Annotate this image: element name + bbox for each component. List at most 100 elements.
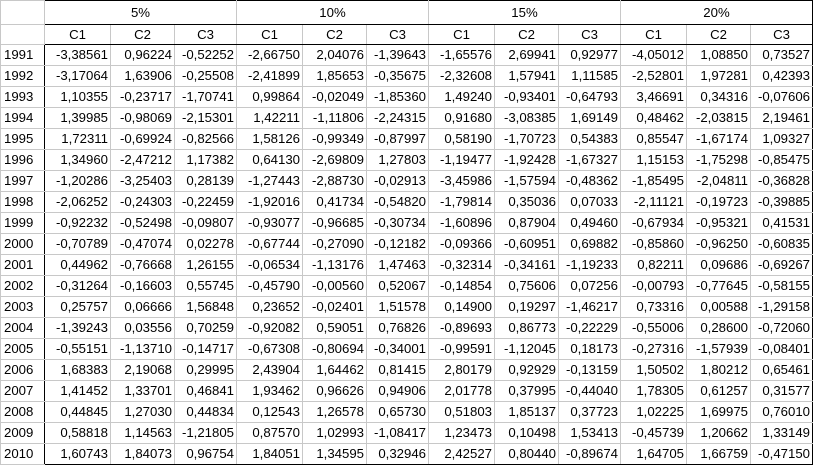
value-cell: 0,58818 xyxy=(44,422,111,444)
value-cell: 1,14563 xyxy=(110,422,175,444)
value-cell: 0,37995 xyxy=(494,380,559,402)
group-header-5pct: 5% xyxy=(44,0,237,25)
column-header: C2 xyxy=(494,24,559,45)
value-cell: 1,69975 xyxy=(686,401,751,423)
value-cell: 1,02993 xyxy=(302,422,367,444)
value-cell: 0,96224 xyxy=(110,44,175,66)
value-cell: -0,55151 xyxy=(44,338,111,360)
value-cell: -3,45986 xyxy=(428,170,495,192)
value-cell: -0,27090 xyxy=(302,233,367,255)
value-cell: -0,14854 xyxy=(428,275,495,297)
value-cell: 0,46841 xyxy=(174,380,237,402)
value-cell: -1,19233 xyxy=(558,254,621,276)
year-cell: 2007 xyxy=(0,380,45,402)
value-cell: -0,02913 xyxy=(366,170,429,192)
value-cell: 0,42393 xyxy=(750,65,813,87)
value-cell: 1,68383 xyxy=(44,359,111,381)
value-cell: 2,69941 xyxy=(494,44,559,66)
value-cell: -1,29158 xyxy=(750,296,813,318)
year-cell: 1991 xyxy=(0,44,45,66)
value-cell: 2,43904 xyxy=(236,359,303,381)
year-cell: 2010 xyxy=(0,443,45,465)
value-cell: 0,58190 xyxy=(428,128,495,150)
value-cell: -0,13159 xyxy=(558,359,621,381)
value-cell: 1,57941 xyxy=(494,65,559,87)
value-cell: 2,42527 xyxy=(428,443,495,465)
value-cell: -0,09807 xyxy=(174,212,237,234)
value-cell: 1,72311 xyxy=(44,128,111,150)
value-cell: -0,52498 xyxy=(110,212,175,234)
value-cell: -0,27316 xyxy=(620,338,687,360)
value-cell: 0,92929 xyxy=(494,359,559,381)
value-cell: -0,52252 xyxy=(174,44,237,66)
value-cell: -1,75298 xyxy=(686,149,751,171)
value-cell: 1,27030 xyxy=(110,401,175,423)
year-cell: 2005 xyxy=(0,338,45,360)
value-cell: -0,31264 xyxy=(44,275,111,297)
value-cell: -2,41899 xyxy=(236,65,303,87)
value-cell: 1,08850 xyxy=(686,44,751,66)
value-cell: -1,67174 xyxy=(686,128,751,150)
value-cell: -0,99349 xyxy=(302,128,367,150)
value-cell: 0,87570 xyxy=(236,422,303,444)
value-cell: -0,85860 xyxy=(620,233,687,255)
value-cell: -0,02401 xyxy=(302,296,367,318)
value-cell: 0,85547 xyxy=(620,128,687,150)
value-cell: 0,86773 xyxy=(494,317,559,339)
value-cell: 0,73316 xyxy=(620,296,687,318)
value-cell: 0,03556 xyxy=(110,317,175,339)
value-cell: -0,70789 xyxy=(44,233,111,255)
value-cell: -0,00793 xyxy=(620,275,687,297)
value-cell: -4,05012 xyxy=(620,44,687,66)
value-cell: -0,76668 xyxy=(110,254,175,276)
value-cell: -1,13176 xyxy=(302,254,367,276)
value-cell: -1,92016 xyxy=(236,191,303,213)
value-cell: -0,69267 xyxy=(750,254,813,276)
value-cell: 0,44834 xyxy=(174,401,237,423)
value-cell: -0,08401 xyxy=(750,338,813,360)
value-cell: 1,85653 xyxy=(302,65,367,87)
value-cell: -0,00560 xyxy=(302,275,367,297)
value-cell: -1,39243 xyxy=(44,317,111,339)
value-cell: 0,44962 xyxy=(44,254,111,276)
value-cell: 0,76826 xyxy=(366,317,429,339)
value-cell: -0,47150 xyxy=(750,443,813,465)
value-cell: 0,96626 xyxy=(302,380,367,402)
value-cell: -0,34001 xyxy=(366,338,429,360)
value-cell: -0,22459 xyxy=(174,191,237,213)
value-cell: -0,45790 xyxy=(236,275,303,297)
column-header: C2 xyxy=(110,24,175,45)
value-cell: -2,04811 xyxy=(686,170,751,192)
year-cell: 2008 xyxy=(0,401,45,423)
value-cell: -1,92428 xyxy=(494,149,559,171)
column-header: C1 xyxy=(236,24,303,45)
year-cell: 1998 xyxy=(0,191,45,213)
value-cell: 1,27803 xyxy=(366,149,429,171)
value-cell: 1,97281 xyxy=(686,65,751,87)
value-cell: 0,99864 xyxy=(236,86,303,108)
value-cell: -0,45739 xyxy=(620,422,687,444)
value-cell: -0,89693 xyxy=(428,317,495,339)
column-header: C3 xyxy=(366,24,429,45)
value-cell: 1,53413 xyxy=(558,422,621,444)
value-cell: 1,11585 xyxy=(558,65,621,87)
value-cell: -0,07606 xyxy=(750,86,813,108)
year-cell: 2003 xyxy=(0,296,45,318)
value-cell: 1,20662 xyxy=(686,422,751,444)
value-cell: 1,10355 xyxy=(44,86,111,108)
value-cell: 1,58126 xyxy=(236,128,303,150)
value-cell: 0,73527 xyxy=(750,44,813,66)
year-cell: 1999 xyxy=(0,212,45,234)
value-cell: -0,98069 xyxy=(110,107,175,129)
value-cell: -0,60835 xyxy=(750,233,813,255)
column-header: C3 xyxy=(558,24,621,45)
value-cell: -1,12045 xyxy=(494,338,559,360)
value-cell: -1,08417 xyxy=(366,422,429,444)
value-cell: 0,19297 xyxy=(494,296,559,318)
value-cell: -0,16603 xyxy=(110,275,175,297)
corner-cell xyxy=(0,24,45,45)
value-cell: 0,02278 xyxy=(174,233,237,255)
value-cell: 0,52067 xyxy=(366,275,429,297)
value-cell: 0,69882 xyxy=(558,233,621,255)
